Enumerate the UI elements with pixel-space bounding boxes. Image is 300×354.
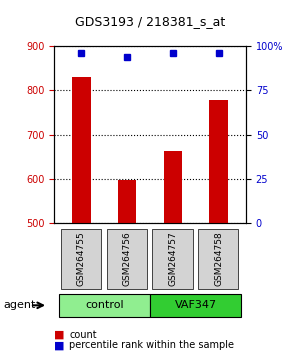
- FancyBboxPatch shape: [198, 229, 238, 289]
- FancyBboxPatch shape: [58, 294, 150, 317]
- FancyBboxPatch shape: [106, 229, 147, 289]
- Bar: [209, 99, 228, 223]
- Text: GSM264757: GSM264757: [168, 231, 177, 286]
- Text: VAF347: VAF347: [175, 300, 217, 310]
- Text: ■: ■: [54, 330, 64, 339]
- FancyBboxPatch shape: [150, 294, 242, 317]
- Bar: [72, 77, 91, 223]
- Bar: [118, 180, 136, 223]
- Text: GDS3193 / 218381_s_at: GDS3193 / 218381_s_at: [75, 15, 225, 28]
- FancyBboxPatch shape: [152, 229, 193, 289]
- Text: GSM264755: GSM264755: [77, 231, 86, 286]
- Text: percentile rank within the sample: percentile rank within the sample: [69, 340, 234, 350]
- Bar: [164, 152, 182, 223]
- Text: ■: ■: [54, 340, 64, 350]
- Text: GSM264756: GSM264756: [123, 231, 132, 286]
- Text: GSM264758: GSM264758: [214, 231, 223, 286]
- Text: count: count: [69, 330, 97, 339]
- Text: agent: agent: [3, 300, 35, 310]
- Text: control: control: [85, 300, 124, 310]
- FancyBboxPatch shape: [61, 229, 101, 289]
